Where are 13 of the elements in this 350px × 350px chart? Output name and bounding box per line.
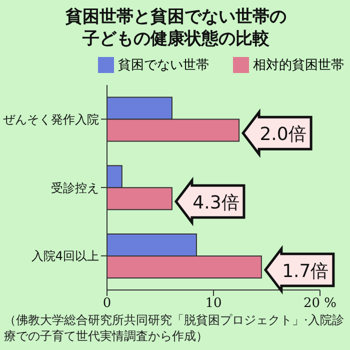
chart-title: 貧困世帯と貧困でない世帯の子どもの健康状態の比較	[64, 6, 288, 50]
x-tick-label: 0	[102, 296, 112, 312]
x-tick-label: 20 %	[303, 296, 337, 312]
y-tick-label: ぜんそく発作入院	[3, 112, 99, 126]
annotation: 2.0倍	[260, 124, 306, 146]
text: （佛教大学総合研究所共同研究「脱貧困プロジェクト」·入院診療での子育て世代実情調査から作成）	[4, 312, 345, 344]
y-tick-label: 受診控え	[51, 180, 99, 195]
legend-label: 貧困でない世帯	[118, 57, 209, 74]
annotation: 4.3倍	[192, 192, 240, 214]
x-tick-label: 10	[205, 296, 222, 312]
annotation: 1.7倍	[282, 260, 329, 282]
legend-label: 相対的貧困世帯	[253, 57, 344, 74]
y-tick-label: 入院4回以上	[31, 249, 99, 264]
